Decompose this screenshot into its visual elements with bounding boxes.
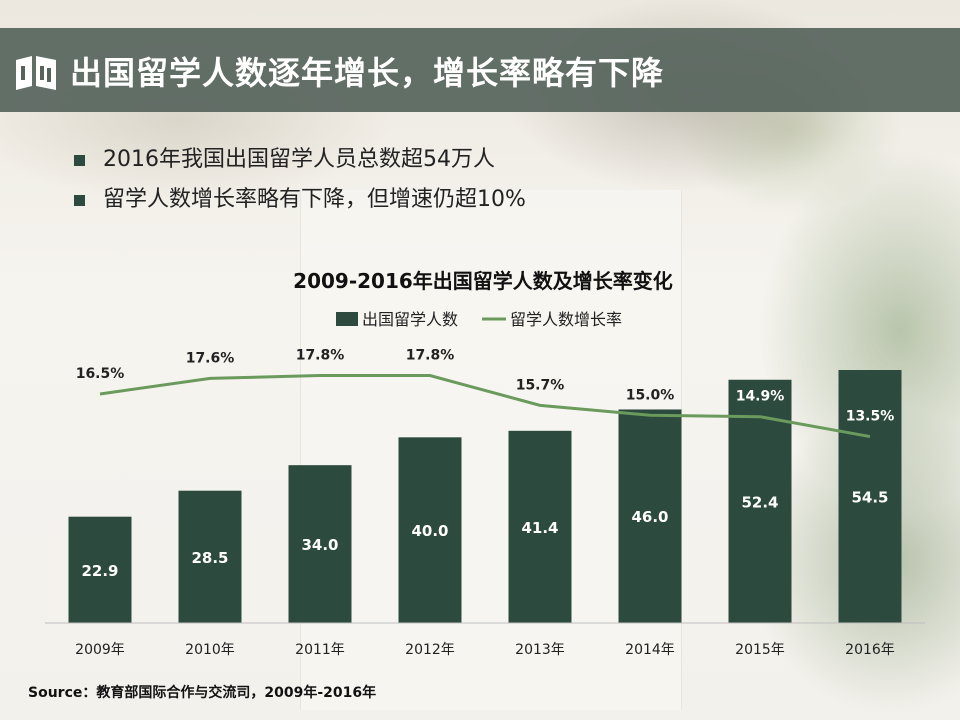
bar-value-label: 54.5	[851, 489, 888, 507]
line-value-label: 17.8%	[296, 348, 345, 364]
bullet-item: 2016年我国出国留学人员总数超54万人	[74, 140, 526, 180]
x-tick-label: 2010年	[185, 642, 235, 658]
bar	[68, 516, 132, 623]
bar	[178, 490, 242, 623]
bar	[508, 430, 572, 623]
growth-rate-line	[99, 374, 871, 439]
line-value-label: 17.8%	[406, 348, 455, 364]
bar-value-label: 34.0	[301, 536, 338, 554]
bullet-list: 2016年我国出国留学人员总数超54万人 留学人数增长率略有下降，但增速仍超10…	[74, 140, 526, 220]
bar-value-label: 28.5	[191, 549, 228, 567]
x-axis: 2009年 2010年 2011年 2012年 2013年 2014年 2015年 2016年	[45, 622, 925, 658]
bullet-text: 留学人数增长率略有下降，但增速仍超10%	[103, 187, 526, 212]
legend-line-label: 留学人数增长率	[510, 310, 622, 329]
chart-title: 2009-2016年出国留学人数及增长率变化	[293, 269, 673, 293]
bar	[398, 437, 462, 623]
bar	[838, 370, 902, 623]
x-tick-label: 2013年	[515, 642, 565, 658]
page-title: 出国留学人数逐年增长，增长率略有下降	[70, 54, 665, 92]
x-tick-label: 2016年	[845, 642, 895, 658]
bar-value-label: 40.0	[411, 522, 448, 540]
legend-bar-label: 出国留学人数	[362, 310, 458, 329]
line-value-label: 13.5%	[846, 409, 895, 425]
square-bullet-icon	[74, 194, 85, 206]
title-bar: 出国留学人数逐年增长，增长率略有下降	[0, 28, 960, 112]
chart: 2009-2016年出国留学人数及增长率变化 出国留学人数 留学人数增长率 22…	[0, 250, 960, 720]
x-tick-label: 2009年	[75, 642, 125, 658]
bar	[618, 409, 682, 623]
line-value-label: 15.7%	[516, 377, 565, 393]
legend-bar-swatch	[336, 312, 358, 326]
combo-chart: 2009-2016年出国留学人数及增长率变化 出国留学人数 留学人数增长率 22…	[45, 269, 925, 658]
bar	[288, 465, 352, 623]
x-tick-label: 2012年	[405, 642, 455, 658]
line-value-label: 15.0%	[626, 387, 675, 403]
x-tick-label: 2014年	[625, 642, 675, 658]
bar-value-label: 22.9	[81, 562, 118, 580]
x-tick-label: 2011年	[295, 642, 345, 658]
bar-value-label: 52.4	[741, 493, 778, 511]
bar-value-label: 46.0	[631, 508, 668, 526]
square-bullet-icon	[74, 154, 85, 166]
line-value-label: 14.9%	[736, 389, 785, 405]
x-tick-label: 2015年	[735, 642, 785, 658]
line-value-label: 17.6%	[186, 350, 235, 366]
bar-series: 22.9 28.5 34.0 40.0 41.4 46.0 52.4 54.5	[68, 370, 902, 623]
bullet-text: 2016年我国出国留学人员总数超54万人	[103, 147, 495, 172]
bullet-item: 留学人数增长率略有下降，但增速仍超10%	[74, 180, 526, 220]
line-series: 16.5% 17.6% 17.8% 17.8% 15.7% 15.0% 14.9% 13.5%	[76, 348, 895, 439]
bar-value-label: 41.4	[521, 519, 558, 537]
book-icon	[16, 56, 56, 90]
legend: 出国留学人数 留学人数增长率	[336, 310, 622, 329]
source-note: Source：教育部国际合作与交流司，2009年-2016年	[28, 685, 377, 701]
line-value-label: 16.5%	[76, 366, 125, 382]
